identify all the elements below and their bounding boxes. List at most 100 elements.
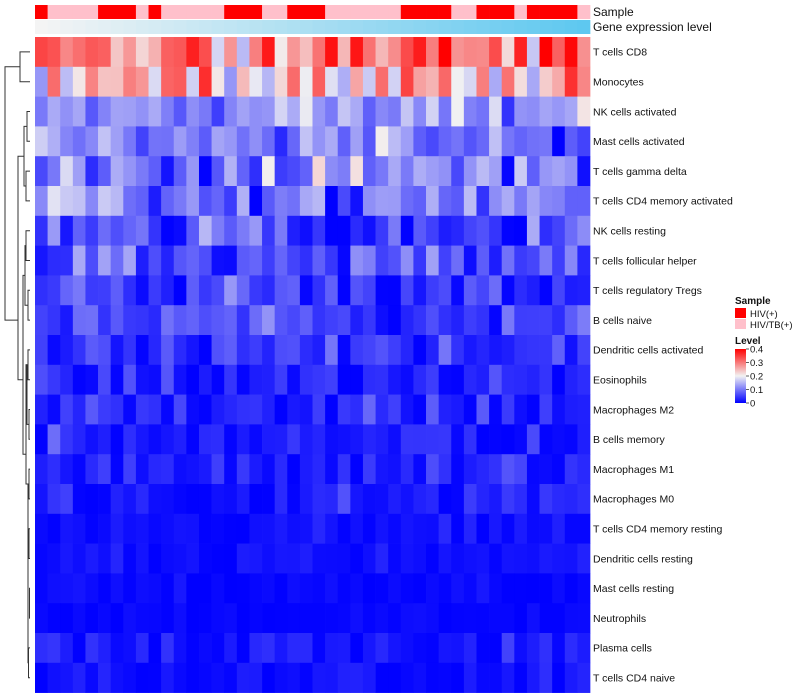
heatmap-cell [274, 543, 288, 574]
heatmap-cell [375, 215, 389, 246]
heatmap-cell [123, 126, 137, 157]
gene-expression-level-cell [476, 20, 490, 34]
legend-level-tick-label: 0.4 [750, 345, 763, 356]
heatmap-cell [539, 573, 553, 604]
heatmap-cell [438, 603, 452, 634]
heatmap-cell [375, 364, 389, 395]
heatmap-cell [173, 633, 187, 664]
heatmap-cell [400, 37, 414, 68]
heatmap-cell [337, 573, 351, 604]
sample-annotation-cell [325, 5, 339, 19]
heatmap-cell [299, 186, 313, 217]
heatmap-cell [438, 424, 452, 455]
sample-annotation-cell [337, 5, 351, 19]
row-label: NK cells activated [593, 106, 677, 118]
heatmap-cell [526, 96, 540, 127]
heatmap-cell [198, 275, 212, 306]
heatmap-cell [249, 245, 263, 276]
heatmap-cell [236, 305, 250, 336]
heatmap-cell [299, 305, 313, 336]
heatmap-cell [426, 275, 439, 306]
heatmap-cell [375, 245, 389, 276]
heatmap-cell [325, 633, 339, 664]
gene-expression-level-cell [388, 20, 402, 34]
heatmap-cell [552, 215, 566, 246]
sample-annotation-cell [148, 5, 162, 19]
heatmap-cell [489, 156, 503, 187]
heatmap-cell [375, 335, 389, 366]
heatmap-cell [98, 37, 112, 68]
heatmap-cell [173, 275, 187, 306]
heatmap-cell [262, 37, 276, 68]
heatmap-cell [47, 364, 61, 395]
heatmap-cell [539, 96, 553, 127]
heatmap-cell [501, 156, 515, 187]
gene-expression-level-cell [438, 20, 452, 34]
sample-annotation-cell [236, 5, 250, 19]
heatmap-cell [198, 186, 212, 217]
heatmap-cell [211, 394, 225, 425]
heatmap-cell [476, 335, 490, 366]
heatmap-cell [337, 513, 351, 544]
heatmap-cell [135, 66, 149, 97]
dendrogram-branch [19, 51, 30, 83]
heatmap-cell [489, 186, 503, 217]
legend-sample-title: Sample [735, 296, 771, 307]
heatmap-cell [362, 96, 376, 127]
gene-expression-level-cell [135, 20, 149, 34]
heatmap-cell [476, 424, 490, 455]
heatmap-cell [476, 156, 490, 187]
heatmap-cell [413, 603, 427, 634]
heatmap-cell [337, 633, 351, 664]
heatmap-cell [110, 156, 124, 187]
heatmap-cell [262, 275, 276, 306]
heatmap-cell [60, 394, 74, 425]
heatmap-cell [577, 215, 591, 246]
gene-expression-level-cell [249, 20, 263, 34]
heatmap-cell [173, 37, 187, 68]
heatmap-cell [98, 335, 112, 366]
heatmap-cell [60, 424, 74, 455]
heatmap-cell [47, 96, 61, 127]
heatmap-cell [451, 215, 465, 246]
heatmap-cell [312, 573, 326, 604]
heatmap-cell [85, 156, 99, 187]
heatmap-cell [526, 364, 540, 395]
sample-annotation-cell [72, 5, 86, 19]
heatmap-cell [186, 633, 200, 664]
heatmap-cell [148, 573, 162, 604]
heatmap-cell [35, 156, 48, 187]
heatmap-cell [47, 275, 61, 306]
heatmap-cell [224, 335, 238, 366]
heatmap-cell [186, 245, 200, 276]
heatmap-cell [388, 424, 402, 455]
heatmap-cell [72, 305, 86, 336]
heatmap-cell [274, 573, 288, 604]
sample-annotation-cell [438, 5, 452, 19]
heatmap-cell [577, 126, 591, 157]
heatmap-cell [476, 543, 490, 574]
heatmap-cell [211, 364, 225, 395]
heatmap-cell [47, 126, 61, 157]
heatmap-cell [173, 484, 187, 515]
heatmap-cell [375, 513, 389, 544]
heatmap-cell [47, 66, 61, 97]
sample-annotation-cell [388, 5, 402, 19]
heatmap-cell [262, 513, 276, 544]
heatmap-cell [564, 126, 578, 157]
heatmap-cell [161, 37, 175, 68]
row-label: T cells follicular helper [593, 255, 697, 267]
heatmap-cell [463, 484, 477, 515]
heatmap-cell [413, 335, 427, 366]
heatmap-cell [350, 126, 364, 157]
sample-annotation-cell [47, 5, 61, 19]
heatmap-cell [337, 215, 351, 246]
heatmap-cell [325, 603, 339, 634]
heatmap-cell [552, 513, 566, 544]
heatmap-cell [110, 305, 124, 336]
heatmap-cell [514, 66, 528, 97]
heatmap-cell [85, 603, 99, 634]
heatmap-cell [564, 66, 578, 97]
heatmap-cell [388, 513, 402, 544]
heatmap-cell [476, 96, 490, 127]
